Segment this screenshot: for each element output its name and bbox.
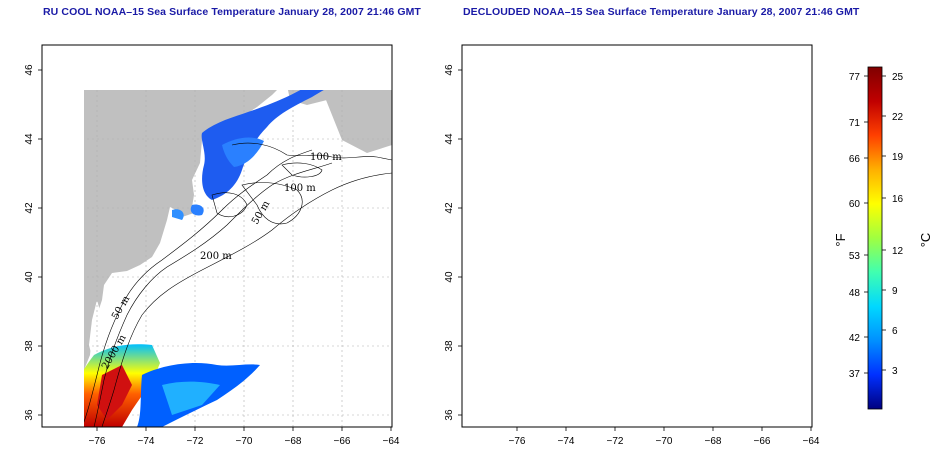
colorbar-f-tick: 71	[849, 118, 861, 129]
panel-1-title: RU COOL NOAA–15 Sea Surface Temperature …	[43, 6, 421, 18]
contour-label: 100 m	[704, 183, 736, 194]
sst-patch-gulf-of-maine	[624, 73, 757, 190]
contour-label: 100 m	[310, 152, 342, 163]
y-tick-label: 46	[444, 64, 455, 76]
y-tick-label: 42	[24, 202, 35, 214]
y-tick-label: 44	[24, 133, 35, 145]
contour-label: 2000 m	[520, 333, 549, 372]
contour-label: 200 m	[620, 251, 652, 262]
y-tick-label: 42	[444, 202, 455, 214]
y-tick-labels-panel-2: 46 44 42 40 38 36	[444, 64, 455, 421]
y-tick-label: 46	[24, 64, 35, 76]
x-tick-label: −70	[236, 436, 253, 447]
x-tick-label: −70	[656, 436, 673, 447]
x-tick-label: −66	[754, 436, 771, 447]
y-tick-label: 38	[444, 340, 455, 352]
sst-patch-south-warm	[497, 363, 538, 427]
colorbar-f-tick: 77	[849, 72, 861, 83]
x-tick-label: −72	[187, 436, 204, 447]
colorbar-c-tick: 16	[892, 194, 904, 205]
axis-ticks-panel-1	[38, 69, 392, 431]
colorbar-c-tick: 9	[892, 286, 898, 297]
colorbar-c-tick: 25	[892, 72, 904, 83]
colorbar-c-tick: 6	[892, 326, 898, 337]
colorbar-c-tick: 22	[892, 112, 904, 123]
map-panel-2: 100 m 100 m 50 m 200 m 50 m 2000 m	[461, 44, 813, 428]
axis-ticks-panel-2	[458, 69, 812, 431]
colorbar-c-tick: 12	[892, 246, 904, 257]
y-tick-label: 38	[24, 340, 35, 352]
x-tick-label: −76	[509, 436, 526, 447]
colorbar-gradient	[867, 66, 883, 410]
contour-label: 50 m	[530, 294, 552, 322]
x-tick-label: −64	[383, 436, 400, 447]
y-tick-label: 36	[24, 409, 35, 421]
x-tick-label: −72	[607, 436, 624, 447]
map-panel-1: 100 m 100 m 50 m 200 m 50 m 2000 m	[41, 44, 393, 428]
contour-label: 100 m	[730, 152, 762, 163]
x-tick-label: −68	[705, 436, 722, 447]
x-tick-label: −76	[89, 436, 106, 447]
y-tick-label: 36	[444, 409, 455, 421]
colorbar-c-tick: 19	[892, 152, 904, 163]
colorbar-celsius-label: °C	[918, 233, 933, 248]
colorbar-f-tick: 60	[849, 199, 861, 210]
contour-label: 100 m	[284, 183, 316, 194]
colorbar-f-tick: 53	[849, 251, 861, 262]
sst-patch-gulf-of-maine	[201, 90, 324, 200]
colorbar-f-tick: 66	[849, 154, 861, 165]
x-tick-label: −64	[803, 436, 820, 447]
colorbar-f-tick: 48	[849, 288, 861, 299]
y-tick-label: 40	[444, 271, 455, 283]
colorbar-f-tick: 37	[849, 369, 861, 380]
y-tick-label: 44	[444, 133, 455, 145]
x-tick-label: −66	[334, 436, 351, 447]
contour-label: 200 m	[200, 251, 232, 262]
panel-2-title: DECLOUDED NOAA–15 Sea Surface Temperatur…	[463, 6, 860, 18]
x-tick-label: −68	[285, 436, 302, 447]
contour-label: 50 m	[670, 199, 692, 227]
x-tick-label: −74	[138, 436, 155, 447]
colorbar: 77 71 66 60 53 48 42 37 25 22 19 16 12 9…	[833, 66, 933, 410]
colorbar-c-tick: 3	[892, 366, 898, 377]
y-tick-label: 40	[24, 271, 35, 283]
colorbar-f-tick: 42	[849, 333, 861, 344]
x-tick-labels-panel-1: −76 −74 −72 −70 −68 −66 −64	[89, 436, 400, 447]
x-tick-label: −74	[558, 436, 575, 447]
colorbar-fahrenheit-label: °F	[833, 233, 848, 246]
x-tick-labels-panel-2: −76 −74 −72 −70 −68 −66 −64	[509, 436, 820, 447]
y-tick-labels-panel-1: 46 44 42 40 38 36	[24, 64, 35, 421]
